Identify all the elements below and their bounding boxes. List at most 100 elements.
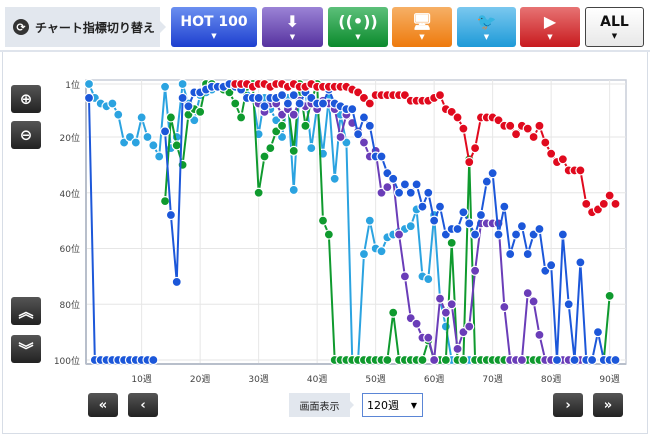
series-point-3 bbox=[522, 248, 533, 260]
series-point-1 bbox=[265, 143, 276, 154]
zoom-out-button[interactable]: ⊖ bbox=[11, 121, 41, 149]
zoom-out-icon: ⊖ bbox=[19, 126, 33, 144]
chart-switch-label-box: ⟳ チャート指標切り替え bbox=[5, 7, 166, 47]
series-point-4 bbox=[434, 90, 446, 101]
x-tick-label: 70週 bbox=[482, 375, 503, 385]
sync-icon: ⟳ bbox=[13, 19, 29, 35]
caret-down-icon: ▼ bbox=[419, 33, 425, 41]
y-tick-label: 1位 bbox=[65, 81, 80, 91]
y-tick-label: 20位 bbox=[59, 133, 80, 144]
series-point-3 bbox=[458, 207, 469, 218]
series-point-2 bbox=[429, 354, 440, 366]
first-page-button[interactable]: « bbox=[88, 393, 118, 417]
caret-down-icon: ▼ bbox=[211, 32, 217, 40]
youtube-button[interactable]: ▶ ▼ bbox=[520, 7, 580, 47]
radio-button[interactable]: ((•)) ▼ bbox=[328, 7, 388, 47]
pc-cd-button[interactable]: 🖥 ▼ bbox=[392, 7, 452, 47]
series-point-2 bbox=[470, 265, 481, 276]
series-point-3 bbox=[388, 173, 399, 184]
series-point-1 bbox=[388, 307, 399, 318]
series-point-3 bbox=[470, 229, 481, 240]
series-point-4 bbox=[546, 148, 557, 159]
series-point-2 bbox=[522, 287, 533, 299]
series-point-0 bbox=[364, 215, 375, 226]
series-point-2 bbox=[382, 182, 393, 193]
series-point-3 bbox=[376, 151, 387, 162]
double-chevron-down-icon: ︾ bbox=[18, 340, 34, 359]
series-point-1 bbox=[171, 140, 182, 151]
series-point-3 bbox=[505, 248, 516, 260]
y-tick-label: 80位 bbox=[59, 301, 80, 312]
series-point-0 bbox=[107, 98, 118, 109]
series-point-3 bbox=[347, 103, 358, 115]
series-point-3 bbox=[405, 187, 416, 198]
double-chevron-up-icon: ︽ bbox=[18, 302, 34, 321]
series-point-3 bbox=[171, 276, 182, 288]
series-point-0 bbox=[148, 140, 159, 151]
series-point-3 bbox=[429, 215, 440, 226]
series-point-3 bbox=[183, 101, 194, 112]
series-point-0 bbox=[130, 137, 141, 148]
series-point-0 bbox=[113, 109, 124, 120]
series-point-4 bbox=[522, 123, 533, 134]
series-point-4 bbox=[510, 129, 522, 140]
x-tick-label: 80週 bbox=[540, 375, 562, 385]
series-point-3 bbox=[276, 90, 288, 101]
caret-down-icon: ▼ bbox=[483, 33, 490, 41]
series-point-1 bbox=[382, 354, 393, 366]
series-point-3 bbox=[253, 92, 264, 104]
twitter-button[interactable]: 🐦 ▼ bbox=[457, 7, 516, 47]
chart-switch-label: チャート指標切り替え bbox=[35, 20, 155, 35]
series-point-4 bbox=[464, 156, 475, 168]
series-point-1 bbox=[195, 106, 206, 117]
series-point-2 bbox=[464, 321, 475, 332]
scroll-down-button[interactable]: ︾ bbox=[11, 335, 41, 363]
series-point-4 bbox=[610, 198, 621, 209]
series-point-0 bbox=[358, 248, 370, 260]
series-point-2 bbox=[516, 354, 528, 366]
all-button[interactable]: ALL ▼ bbox=[585, 7, 644, 47]
chevron-left-icon: ‹ bbox=[140, 397, 146, 413]
x-tick-label: 60週 bbox=[423, 375, 445, 385]
hot100-button[interactable]: HOT 100 ▼ bbox=[171, 7, 257, 47]
caret-down-icon: ▼ bbox=[355, 33, 361, 41]
series-point-1 bbox=[317, 215, 329, 226]
hot100-label: HOT 100 bbox=[180, 14, 248, 30]
series-point-3 bbox=[493, 229, 504, 240]
scroll-up-button[interactable]: ︽ bbox=[11, 297, 41, 325]
series-point-3 bbox=[464, 218, 475, 229]
youtube-play-icon: ▶ bbox=[543, 12, 557, 31]
series-point-3 bbox=[516, 221, 528, 232]
prev-page-button[interactable]: ‹ bbox=[128, 393, 158, 417]
series-point-4 bbox=[534, 120, 545, 131]
series-point-3 bbox=[317, 98, 329, 109]
series-point-2 bbox=[335, 131, 346, 143]
series-point-1 bbox=[159, 195, 171, 207]
download-sales-button[interactable]: ⬇ ▼ bbox=[262, 7, 323, 47]
next-page-button[interactable]: › bbox=[553, 393, 583, 417]
series-point-4 bbox=[505, 120, 516, 131]
series-point-3 bbox=[487, 168, 498, 179]
series-point-0 bbox=[142, 131, 153, 143]
series-point-1 bbox=[259, 151, 270, 162]
series-point-3 bbox=[551, 354, 563, 366]
series-point-4 bbox=[458, 123, 469, 134]
series-point-0 bbox=[423, 274, 434, 285]
zoom-in-button[interactable]: ⊕ bbox=[11, 85, 41, 113]
series-point-3 bbox=[294, 98, 305, 109]
last-page-button[interactable]: » bbox=[593, 393, 623, 417]
series-point-4 bbox=[540, 137, 551, 148]
display-range-select[interactable]: 120週 ▼ bbox=[362, 393, 423, 417]
x-tick-label: 30週 bbox=[248, 375, 269, 385]
caret-down-icon: ▼ bbox=[410, 400, 417, 410]
series-point-4 bbox=[452, 112, 463, 123]
series-point-3 bbox=[83, 92, 95, 104]
series-point-0 bbox=[177, 78, 188, 90]
series-point-0 bbox=[440, 321, 451, 332]
x-tick-label: 20週 bbox=[189, 375, 211, 385]
series-point-3 bbox=[481, 176, 492, 187]
series-point-3 bbox=[165, 209, 176, 221]
download-sales-icon: ⬇ bbox=[285, 12, 300, 31]
series-point-2 bbox=[393, 229, 405, 240]
series-point-2 bbox=[288, 109, 299, 120]
